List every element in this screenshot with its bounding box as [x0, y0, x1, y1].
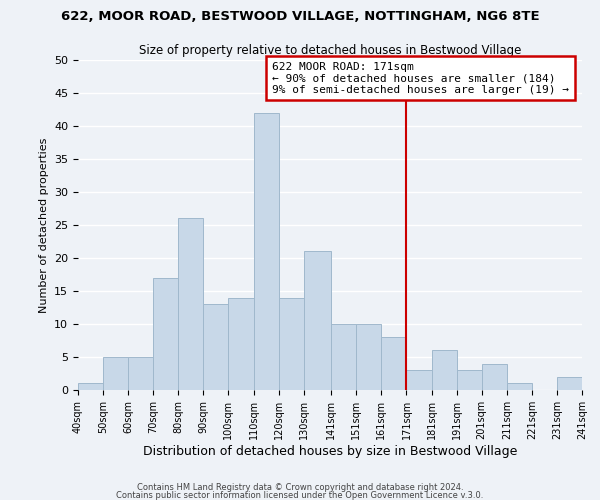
Bar: [557, 377, 582, 390]
Bar: [431, 350, 457, 390]
Bar: [178, 218, 203, 390]
Bar: [457, 370, 482, 390]
Bar: [128, 357, 153, 390]
Bar: [78, 384, 103, 390]
Bar: [356, 324, 382, 390]
Bar: [382, 337, 406, 390]
Text: 622, MOOR ROAD, BESTWOOD VILLAGE, NOTTINGHAM, NG6 8TE: 622, MOOR ROAD, BESTWOOD VILLAGE, NOTTIN…: [61, 10, 539, 23]
Y-axis label: Number of detached properties: Number of detached properties: [38, 138, 49, 312]
Bar: [203, 304, 229, 390]
Bar: [482, 364, 507, 390]
Title: Size of property relative to detached houses in Bestwood Village: Size of property relative to detached ho…: [139, 44, 521, 58]
Text: Contains public sector information licensed under the Open Government Licence v.: Contains public sector information licen…: [116, 490, 484, 500]
Bar: [153, 278, 178, 390]
Bar: [304, 252, 331, 390]
X-axis label: Distribution of detached houses by size in Bestwood Village: Distribution of detached houses by size …: [143, 444, 517, 458]
Text: Contains HM Land Registry data © Crown copyright and database right 2024.: Contains HM Land Registry data © Crown c…: [137, 483, 463, 492]
Bar: [507, 384, 532, 390]
Bar: [278, 298, 304, 390]
Bar: [103, 357, 128, 390]
Bar: [254, 113, 278, 390]
Bar: [406, 370, 431, 390]
Bar: [229, 298, 254, 390]
Text: 622 MOOR ROAD: 171sqm
← 90% of detached houses are smaller (184)
9% of semi-deta: 622 MOOR ROAD: 171sqm ← 90% of detached …: [272, 62, 569, 95]
Bar: [331, 324, 356, 390]
